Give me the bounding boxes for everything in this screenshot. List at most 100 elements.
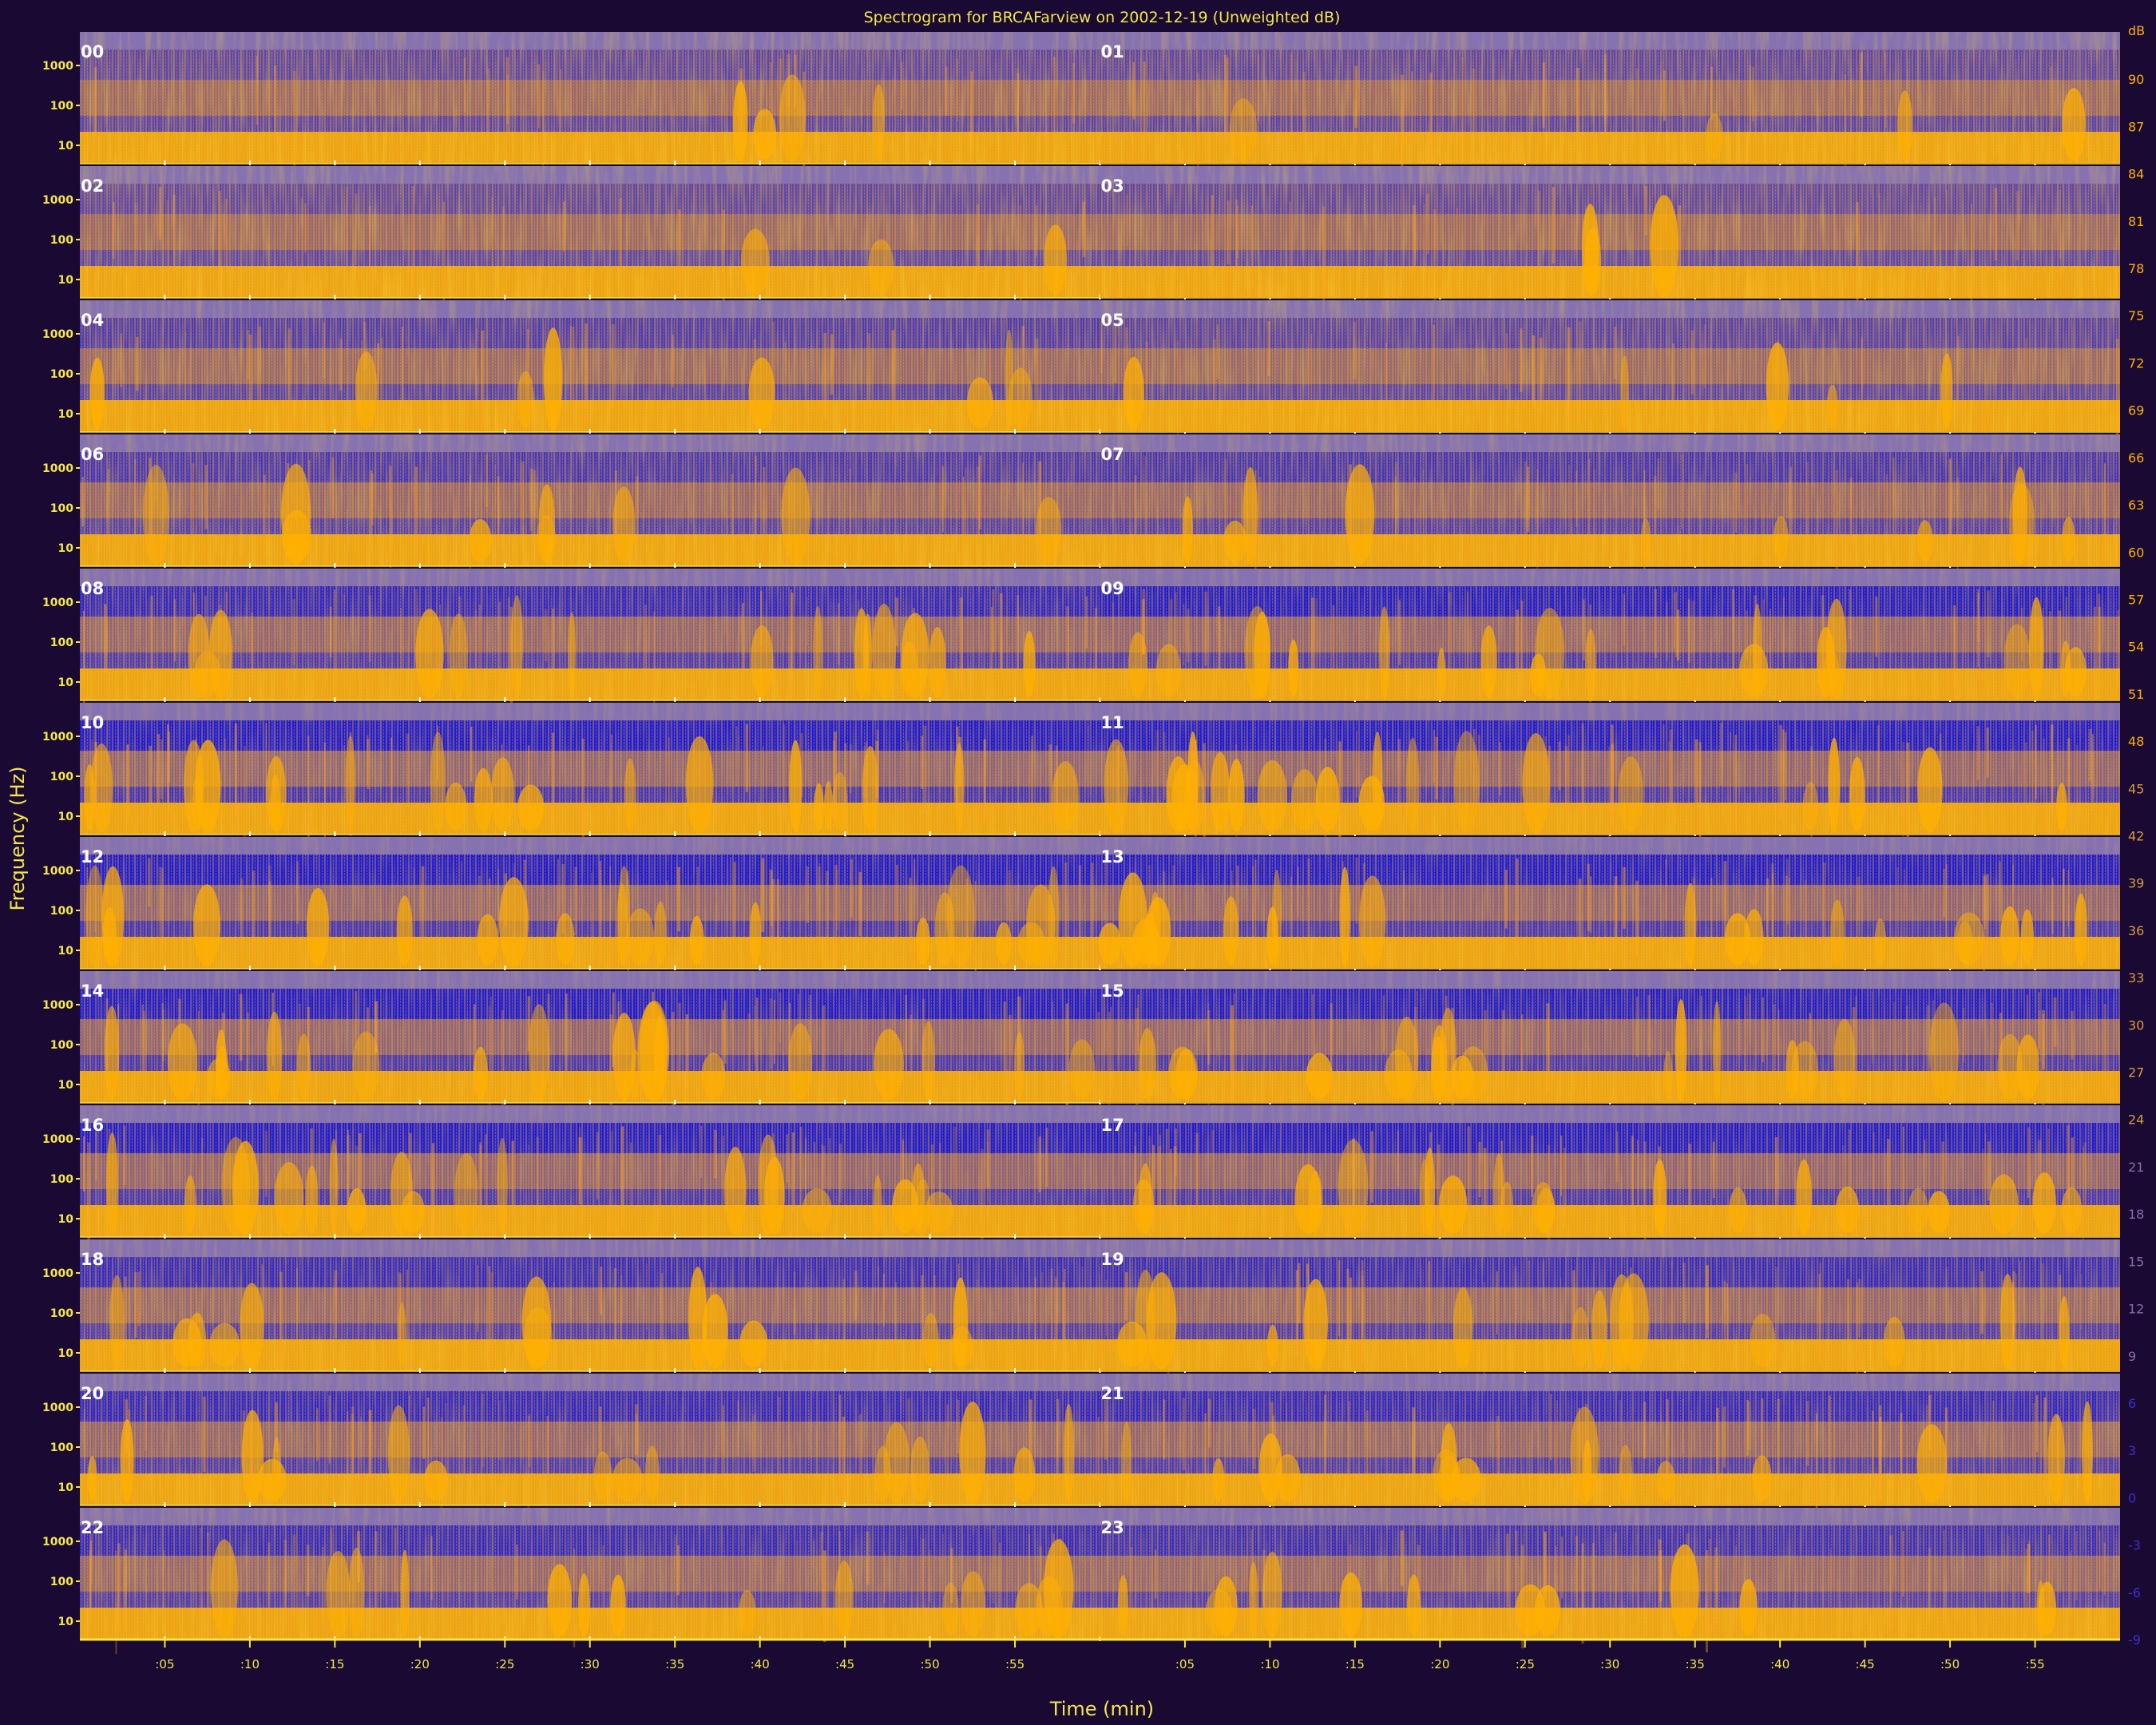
spectral-streak	[2051, 724, 2054, 817]
spectral-streak	[1657, 458, 1659, 509]
spectral-streak	[490, 1272, 493, 1361]
energy-burst	[733, 81, 748, 162]
noise-texture	[80, 32, 1100, 164]
spectral-streak	[2042, 1013, 2045, 1109]
spectral-streak	[1036, 205, 1038, 257]
spectral-streak	[1749, 993, 1751, 1045]
spectral-streak	[745, 724, 748, 792]
energy-burst	[702, 1294, 728, 1369]
spectral-streak	[1630, 1267, 1632, 1359]
energy-burst	[1493, 1153, 1505, 1235]
panel-03: 03	[1100, 166, 2120, 307]
spectral-streak	[1983, 874, 1986, 977]
spectral-streak	[1782, 729, 1785, 827]
spectral-streak	[1505, 333, 1508, 390]
energy-burst	[2012, 466, 2027, 565]
spectral-streak	[933, 1275, 936, 1324]
spectral-streak	[2038, 1140, 2041, 1212]
energy-burst	[1620, 355, 1630, 430]
spectral-streak	[619, 198, 622, 287]
spectral-streak	[347, 1129, 349, 1214]
energy-burst	[1303, 1279, 1329, 1370]
spectral-streak	[1397, 739, 1401, 825]
spectral-streak	[772, 321, 775, 414]
spectral-streak	[463, 58, 466, 113]
energy-burst	[1670, 1544, 1699, 1638]
spectral-streak	[941, 466, 944, 533]
energy-burst	[1684, 882, 1697, 967]
spectral-streak	[1552, 186, 1556, 264]
spectral-streak	[1117, 999, 1120, 1096]
spectral-streak	[2028, 1540, 2030, 1614]
energy-burst	[1830, 899, 1845, 966]
noise-texture	[80, 1508, 1100, 1640]
spectral-streak	[521, 461, 525, 534]
spectral-streak	[1252, 866, 1254, 967]
energy-burst	[1308, 1171, 1323, 1234]
spectral-streak	[1556, 1400, 1558, 1502]
spectral-streak	[1054, 1276, 1057, 1354]
panel-13: 13	[1098, 837, 2120, 978]
spectral-streak	[1846, 1279, 1849, 1372]
spectral-streak	[166, 200, 169, 285]
y-tick-label: 10	[58, 1213, 74, 1226]
spectral-streak	[1643, 1402, 1646, 1459]
spectral-streak	[1154, 1549, 1157, 1599]
spectral-streak	[1163, 732, 1166, 800]
spectral-streak	[409, 1395, 410, 1496]
spectral-streak	[572, 326, 575, 413]
spectral-streak	[537, 64, 541, 129]
y-tick-label: 1000	[42, 462, 73, 475]
spectral-streak	[1976, 726, 1980, 780]
spectral-streak	[516, 1544, 518, 1600]
colorbar-tick-label: -3	[2128, 1538, 2141, 1553]
energy-burst	[1290, 769, 1318, 831]
spectral-streak	[371, 473, 374, 525]
spectral-streak	[854, 1271, 858, 1321]
spectral-streak	[1687, 599, 1690, 664]
spectral-streak	[1584, 1404, 1588, 1503]
spectral-streak	[1065, 606, 1069, 674]
spectral-streak	[914, 859, 916, 952]
spectral-streak	[1774, 1137, 1778, 1219]
y-tick-label: 1000	[42, 194, 73, 207]
panel-label-16: 16	[81, 1116, 104, 1135]
energy-burst	[2062, 517, 2075, 562]
spectral-streak	[488, 1266, 491, 1368]
energy-burst	[497, 1137, 508, 1236]
spectral-streak	[722, 209, 726, 301]
spectral-streak	[1590, 876, 1592, 934]
spectral-streak	[1946, 190, 1948, 280]
spectral-streak	[710, 1282, 712, 1373]
spectral-streak	[2103, 1542, 2106, 1596]
spectral-streak	[497, 476, 500, 549]
energy-burst	[832, 771, 848, 831]
spectral-streak	[836, 869, 838, 930]
spectral-streak	[1412, 1407, 1416, 1477]
energy-burst	[1739, 644, 1769, 697]
spectral-streak	[94, 67, 97, 138]
spectral-streak	[244, 745, 246, 841]
panel-05: 05	[1100, 300, 2120, 441]
spectral-streak	[1520, 328, 1523, 392]
spectral-streak	[2098, 607, 2101, 670]
spectral-streak	[806, 866, 809, 924]
spectral-streak	[2035, 724, 2037, 800]
spectral-streak	[2015, 1273, 2018, 1358]
energy-burst	[1940, 353, 1953, 430]
spectral-streak	[644, 605, 647, 676]
spectral-streak	[1191, 739, 1195, 798]
y-tick-label: 10	[58, 1616, 74, 1628]
energy-burst	[1419, 1159, 1430, 1235]
spectral-streak	[474, 610, 478, 692]
spectral-streak	[1362, 863, 1365, 959]
spectral-streak	[1861, 336, 1863, 418]
spectral-streak	[676, 1545, 680, 1596]
spectral-streak	[772, 1133, 775, 1227]
spectral-streak	[1663, 70, 1666, 121]
spectral-streak	[477, 1264, 479, 1332]
energy-burst	[2000, 906, 2019, 966]
panel-15: 15	[1100, 971, 2120, 1110]
panel-21: 21	[1100, 1374, 2120, 1516]
spectral-streak	[1064, 862, 1068, 949]
